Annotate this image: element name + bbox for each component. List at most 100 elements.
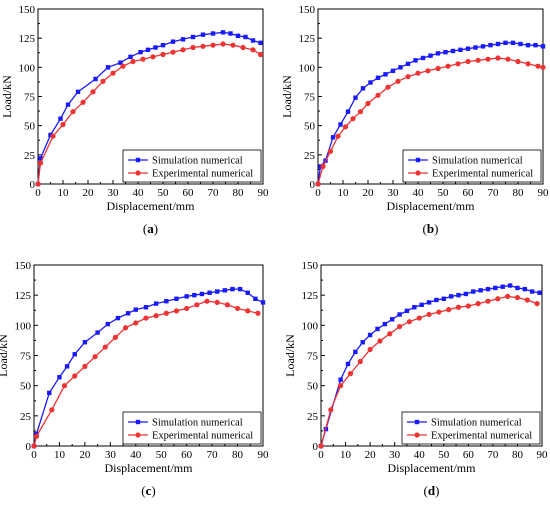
simulation-data-point [441,296,446,301]
x-tick-label: 10 [338,187,350,199]
y-tick-label: 50 [307,381,319,393]
experimental-data-point [347,371,354,377]
experimental-data-point [365,100,371,107]
simulation-data-point [170,39,176,44]
experimental-data-point [133,320,139,326]
simulation-data-point [428,53,433,58]
x-tick-label: 80 [512,449,524,461]
simulation-data-point [375,75,381,81]
simulation-data-point [199,291,205,297]
simulation-data-point [243,34,248,40]
experimental-data-point [465,58,471,65]
experimental-data-point [100,78,106,84]
experimental-data-point [446,307,452,313]
y-tick-label: 100 [19,62,36,74]
simulation-data-point [38,156,43,161]
experimental-data-point [465,303,471,309]
simulation-data-point [138,49,143,55]
simulation-data-point [143,305,149,310]
experimental-data-point [120,63,126,69]
experimental-data-point [110,70,116,76]
simulation-data-point [434,297,439,303]
legend-label: Simulation numerical [152,418,243,429]
x-tick-label: 30 [105,449,117,461]
simulation-data-point [522,286,528,292]
x-axis-label: Displacement/mm [107,199,196,213]
simulation-data-point [118,60,123,65]
x-tick-label: 30 [389,449,401,461]
simulation-data-point [180,37,186,42]
panel-caption: (d) [424,483,440,498]
simulation-data-point [540,44,546,49]
simulation-data-point [115,315,121,321]
experimental-data-point [234,305,241,312]
experimental-data-point [60,121,66,128]
experimental-data-point [31,443,37,449]
panel-caption: (b) [423,221,439,236]
simulation-data-point [338,122,343,127]
y-tick-label: 0 [313,441,319,453]
simulation-data-point [47,390,52,396]
simulation-data-point [220,30,226,35]
experimental-data-point [230,42,236,48]
experimental-data-point [395,78,401,84]
simulation-data-point [345,361,351,367]
simulation-data-point [458,47,463,53]
y-tick-label: 75 [20,351,32,363]
y-tick-label: 0 [310,179,316,191]
legend: Simulation numerical Experimental numeric… [402,149,542,183]
experimental-data-point [455,61,461,67]
x-tick-label: 30 [108,187,120,199]
experimental-data-point [415,70,421,76]
simulation-data-point [368,80,373,85]
experimental-data-point [455,304,462,310]
experimental-data-point [140,56,146,62]
legend-swatch-marker [415,170,421,176]
x-tick-label: 80 [513,187,525,199]
simulation-data-point [360,340,365,345]
x-tick-label: 90 [538,187,550,199]
y-tick-label: 125 [302,290,319,302]
experimental-data-point [318,443,324,449]
experimental-data-point [80,99,86,105]
y-tick-label: 75 [304,92,316,104]
experimental-data-point [495,296,501,302]
simulation-data-point [222,288,228,293]
x-tick-label: 40 [413,187,425,199]
chart-panel-a: 0 10 20 30 40 50 60 70 80 90 0 25 50 75 100 125 150 Displ… [0,4,269,236]
x-tick-label: 0 [315,187,321,199]
experimental-data-point [406,319,412,325]
simulation-data-point [230,286,235,292]
simulation-data-point [260,300,266,305]
simulation-data-point [64,364,70,369]
simulation-data-point [125,311,131,316]
simulation-data-point [245,290,250,295]
x-tick-label: 20 [79,449,91,461]
simulation-data-point [485,286,491,292]
experimental-data-point [342,124,349,130]
experimental-data-point [214,299,220,306]
simulation-data-point [510,40,516,46]
simulation-data-point [367,332,373,338]
x-tick-label: 90 [537,449,549,461]
simulation-data-point [235,33,241,39]
x-tick-label: 40 [130,449,142,461]
simulation-data-point [210,31,216,36]
experimental-data-point [534,301,540,307]
simulation-data-point [184,294,189,299]
simulation-data-point [207,290,212,295]
x-tick-label: 60 [463,187,475,199]
experimental-data-point [210,42,216,48]
simulation-data-point [493,285,498,291]
experimental-data-point [112,334,119,340]
experimental-data-point [163,310,169,316]
simulation-data-point [413,58,418,63]
simulation-data-point [375,326,380,332]
simulation-data-point [105,65,111,70]
x-tick-label: 40 [414,449,426,461]
experimental-data-point [150,54,156,60]
experimental-data-point [320,163,326,170]
y-tick-label: 100 [15,320,32,332]
simulation-data-point [465,46,471,51]
